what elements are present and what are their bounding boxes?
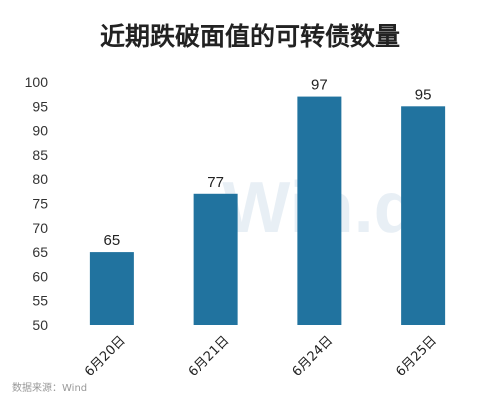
x-tick-label: 6月21日 <box>186 333 233 380</box>
y-tick-label: 70 <box>32 220 48 236</box>
bar <box>297 96 342 325</box>
bar <box>193 193 238 325</box>
x-tick-label: 6月25日 <box>393 333 440 380</box>
data-label: 65 <box>104 232 121 249</box>
y-tick-label: 75 <box>32 196 48 212</box>
bars: 65 77 97 95 <box>89 77 446 325</box>
x-axis: 6月20日 6月21日 6月24日 6月25日 <box>82 333 440 380</box>
data-label: 77 <box>207 174 224 191</box>
y-axis: 50 55 60 65 70 75 80 85 90 95 100 <box>25 74 49 333</box>
y-tick-label: 90 <box>32 123 48 139</box>
y-tick-label: 85 <box>32 147 48 163</box>
y-tick-label: 50 <box>32 317 48 333</box>
y-tick-label: 60 <box>32 268 48 284</box>
x-tick-label: 6月20日 <box>82 333 129 380</box>
chart-title: 近期跌破面值的可转债数量 <box>100 22 400 51</box>
data-label: 95 <box>415 86 432 103</box>
bar <box>401 106 446 325</box>
data-label: 97 <box>311 77 328 94</box>
y-tick-label: 95 <box>32 98 48 114</box>
y-tick-label: 55 <box>32 293 48 309</box>
bar <box>89 252 134 325</box>
y-tick-label: 65 <box>32 244 48 260</box>
x-tick-label: 6月24日 <box>290 333 337 380</box>
source-label: 数据来源：Wind <box>12 381 87 394</box>
y-tick-label: 80 <box>32 171 48 187</box>
y-tick-label: 100 <box>25 74 49 90</box>
